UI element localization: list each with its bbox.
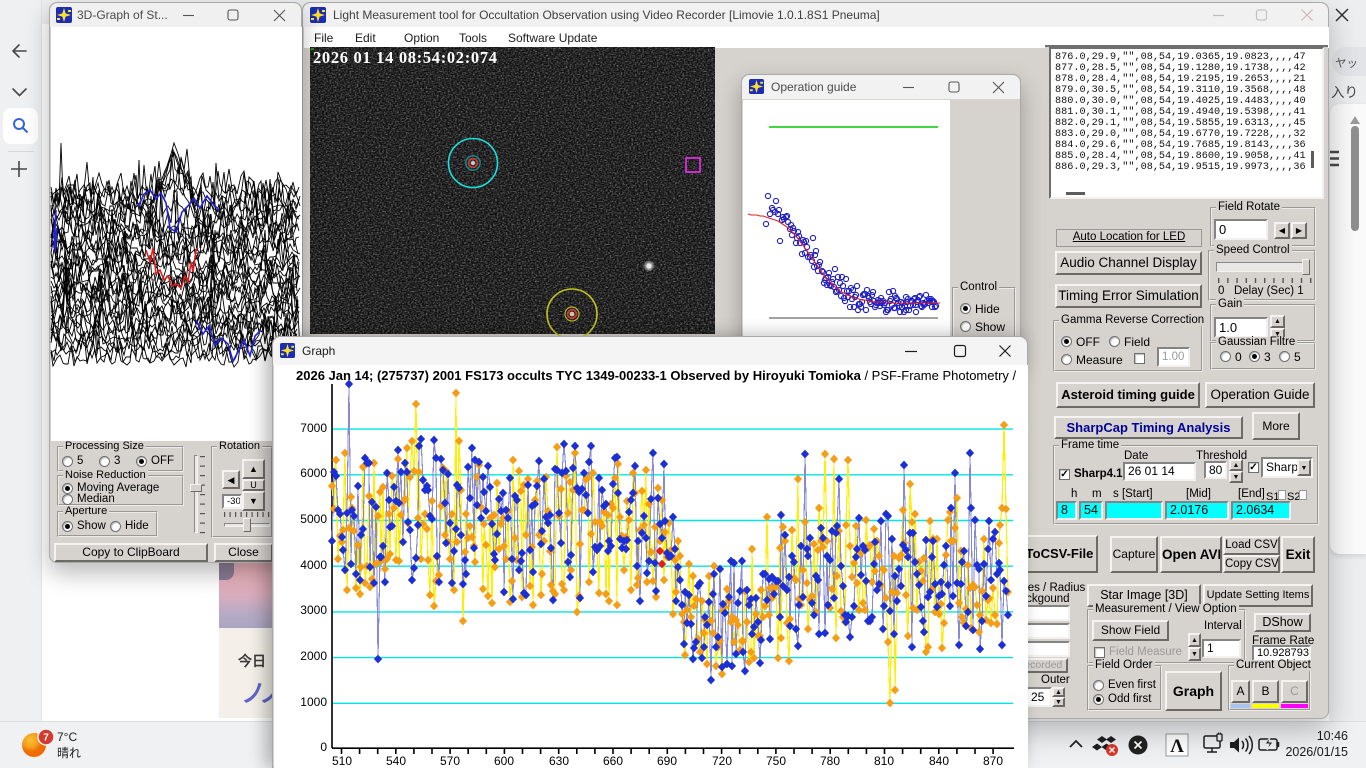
svg-text:540: 540 [386, 754, 406, 768]
svg-text:660: 660 [603, 754, 623, 768]
svg-text:6000: 6000 [300, 466, 327, 480]
svg-text:870: 870 [983, 754, 1003, 768]
svg-text:2000: 2000 [300, 649, 327, 663]
svg-text:1000: 1000 [300, 695, 327, 709]
svg-text:0: 0 [320, 740, 327, 754]
svg-text:840: 840 [929, 754, 949, 768]
svg-text:570: 570 [440, 754, 460, 768]
svg-text:4000: 4000 [300, 558, 327, 572]
svg-text:7: 7 [43, 732, 49, 743]
svg-text:510: 510 [332, 754, 352, 768]
svg-text:810: 810 [874, 754, 894, 768]
svg-text:3000: 3000 [300, 603, 327, 617]
svg-text:780: 780 [820, 754, 840, 768]
svg-text:720: 720 [712, 754, 732, 768]
svg-text:Λ: Λ [1170, 736, 1184, 757]
svg-text:7000: 7000 [300, 421, 327, 435]
svg-text:630: 630 [549, 754, 569, 768]
svg-text:2026 01 14 08:54:02:074: 2026 01 14 08:54:02:074 [313, 48, 497, 67]
svg-text:600: 600 [494, 754, 514, 768]
svg-text:750: 750 [766, 754, 786, 768]
svg-text:690: 690 [657, 754, 677, 768]
svg-text:5000: 5000 [300, 512, 327, 526]
